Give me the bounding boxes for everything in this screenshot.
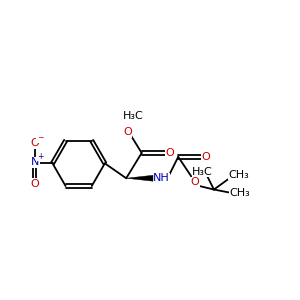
- Text: O: O: [123, 127, 132, 137]
- Text: CH₃: CH₃: [229, 170, 249, 180]
- Text: H₃C: H₃C: [192, 167, 213, 177]
- Text: O: O: [166, 148, 175, 158]
- Text: N: N: [31, 158, 39, 167]
- Text: CH₃: CH₃: [230, 188, 250, 198]
- Text: +: +: [37, 152, 44, 161]
- Text: −: −: [37, 134, 43, 142]
- Text: NH: NH: [153, 173, 169, 183]
- Text: H₃C: H₃C: [123, 111, 144, 121]
- Text: O: O: [30, 138, 39, 148]
- Text: O: O: [201, 152, 210, 162]
- Text: O: O: [30, 179, 39, 189]
- Polygon shape: [126, 175, 153, 181]
- Text: O: O: [190, 177, 199, 188]
